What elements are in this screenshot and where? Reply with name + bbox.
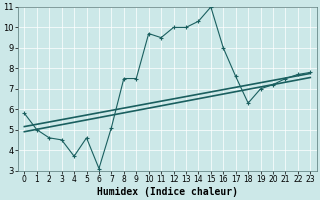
X-axis label: Humidex (Indice chaleur): Humidex (Indice chaleur): [97, 186, 238, 197]
